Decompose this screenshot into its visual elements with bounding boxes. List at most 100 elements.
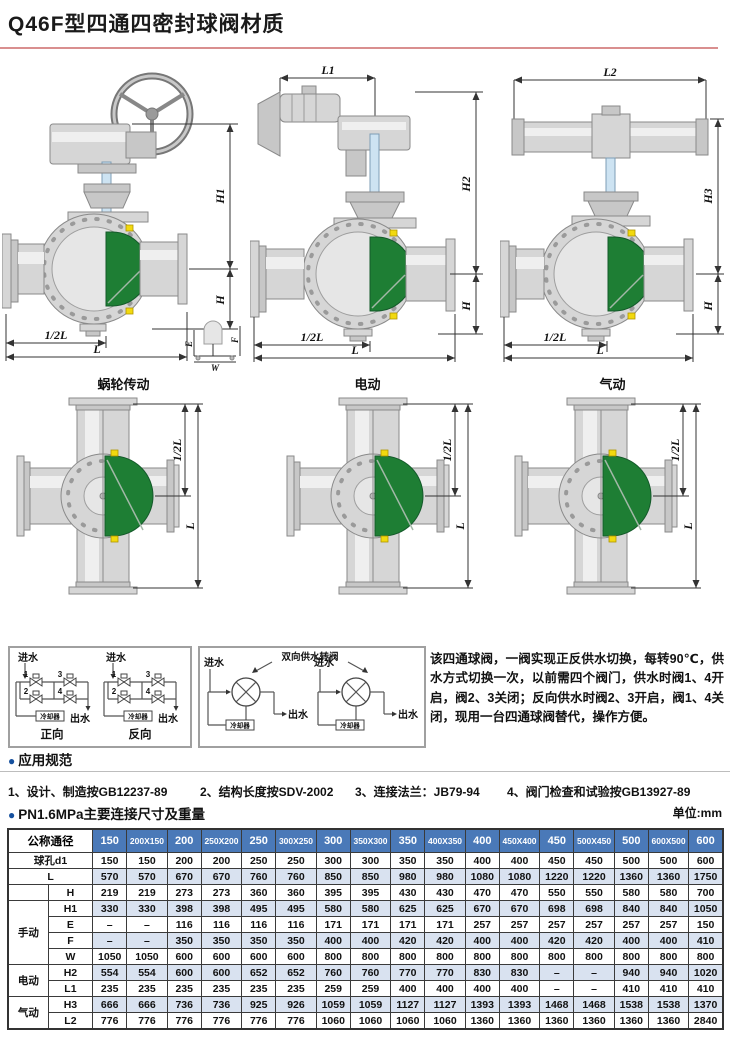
table-cell: 200 xyxy=(200,852,243,869)
dimension-half-l-l: 1/2L L xyxy=(631,403,701,589)
table-cell: 580 xyxy=(349,900,392,917)
seat-seal xyxy=(627,229,636,237)
left-flange-pipe xyxy=(250,240,305,318)
dimension-l: 1/2L L xyxy=(5,312,188,361)
table-cell: 760 xyxy=(315,964,351,981)
table-cell: 400 xyxy=(424,980,466,997)
table-cell: 600 xyxy=(688,852,724,869)
table-cell: 171 xyxy=(424,916,466,933)
table-cell: 150 xyxy=(92,852,128,869)
svg-text:H: H xyxy=(459,301,473,312)
svg-text:1: 1 xyxy=(112,670,117,679)
dimension-h3-h: H3 H xyxy=(676,118,724,335)
table-cell: 926 xyxy=(275,996,317,1013)
right-flange-pipe xyxy=(643,238,694,312)
table-cell: 625 xyxy=(390,900,426,917)
table-cell: 400 xyxy=(464,980,500,997)
svg-text:2: 2 xyxy=(24,687,29,696)
table-cell: 1538 xyxy=(613,996,649,1013)
table-cell: 670 xyxy=(498,900,541,917)
table-row-label: H2 xyxy=(47,964,94,981)
table-cell: 1360 xyxy=(498,1012,541,1030)
table-cell: 580 xyxy=(647,884,690,901)
dimensions-table-body: 球孔d1 150 150 200 200 250 250 300 300 350 350 400 400… xyxy=(7,852,724,1030)
table-cell: 570 xyxy=(126,868,168,885)
table-cell: 776 xyxy=(200,1012,243,1030)
table-cell: 666 xyxy=(92,996,128,1013)
table-cell: 235 xyxy=(275,980,317,997)
table-cell: 235 xyxy=(241,980,277,997)
table-cell: 400 xyxy=(498,852,541,869)
table-cell: 250 xyxy=(275,852,317,869)
table-cell: 410 xyxy=(647,980,690,997)
electric-actuator xyxy=(257,85,411,177)
svg-text:2: 2 xyxy=(112,687,117,696)
table-column-header: 350X300 xyxy=(349,828,392,853)
svg-text:L: L xyxy=(453,522,467,530)
flow-schematic-four-valve-box: 进水 1 3 2 4 冷却器 出水 正向 xyxy=(8,646,192,748)
table-row-label: L xyxy=(7,868,94,885)
table-cell: 580 xyxy=(315,900,351,917)
table-cell: – xyxy=(573,980,615,997)
table-cell: – xyxy=(539,964,575,981)
table-cell: 1360 xyxy=(464,1012,500,1030)
table-cell: 1059 xyxy=(315,996,351,1013)
table-cell: 495 xyxy=(275,900,317,917)
table-cell: 1360 xyxy=(539,1012,575,1030)
table-cell: 400 xyxy=(613,932,649,949)
table-cell: 776 xyxy=(275,1012,317,1030)
page-title: Q46F型四通四密封球阀材质 xyxy=(8,13,285,36)
svg-text:1/2L: 1/2L xyxy=(544,330,567,344)
svg-text:双向供水转阀: 双向供水转阀 xyxy=(280,651,338,663)
gearbox xyxy=(49,123,157,165)
svg-text:进水: 进水 xyxy=(204,656,225,669)
table-row: 手动 H1 330 330 398 398 495 495 580 580 625 625 670 670… xyxy=(7,900,724,965)
table-cell: 800 xyxy=(315,948,351,965)
table-cell: 410 xyxy=(688,932,724,949)
table-cell: 116 xyxy=(241,916,277,933)
table-cell: – xyxy=(573,964,615,981)
table-cell: 350 xyxy=(424,852,466,869)
table-cell: 257 xyxy=(647,916,690,933)
svg-text:1/2L: 1/2L xyxy=(668,439,682,462)
dimension-half-l-l: 1/2L L xyxy=(133,403,203,589)
table-cell: 550 xyxy=(573,884,615,901)
table-cell: 350 xyxy=(390,852,426,869)
ball-green xyxy=(374,455,424,537)
valve-description-text: 该四通球阀，一阀实现正反供水切换，每转90℃，供水方式切换一次，以前需四个阀门，… xyxy=(430,652,724,725)
table-cell: 171 xyxy=(349,916,392,933)
svg-text:正向: 正向 xyxy=(41,727,64,741)
dimensions-table: 公称通径 150 200X150 200 250X200 250 300X250 300 350… xyxy=(7,828,724,1030)
svg-text:出水: 出水 xyxy=(70,712,91,725)
table-row-label: W xyxy=(47,948,94,965)
table-cell: 760 xyxy=(241,868,277,885)
worm-gear-valve-diagram: H1 H 1/2L L E F W xyxy=(2,72,241,372)
table-cell: 554 xyxy=(92,964,128,981)
table-header-label: 公称通径 xyxy=(7,828,94,853)
table-cell: 300 xyxy=(315,852,351,869)
ball-green xyxy=(104,455,154,537)
valve-caption-worm: 蜗轮传动 xyxy=(97,377,150,392)
dimension-l: 1/2L L xyxy=(503,314,694,362)
table-cell: 600 xyxy=(275,948,317,965)
table-cell: 830 xyxy=(464,964,500,981)
dimension-h1-h: H1 H xyxy=(132,123,238,330)
table-row-label: L1 xyxy=(47,980,94,997)
table-cell: 400 xyxy=(315,932,351,949)
table-column-header: 400X350 xyxy=(424,828,466,853)
four-way-cross-section-diagram: 1/2L L xyxy=(286,397,473,595)
svg-text:H2: H2 xyxy=(459,176,473,192)
application-heading: ● 应用规范 xyxy=(8,753,73,768)
svg-text:反向: 反向 xyxy=(129,727,152,741)
svg-text:L: L xyxy=(183,522,197,530)
table-cell: 450 xyxy=(573,852,615,869)
table-column-header: 300 xyxy=(315,828,351,853)
table-cell: 430 xyxy=(390,884,426,901)
svg-text:L: L xyxy=(595,343,603,357)
table-cell: 116 xyxy=(166,916,202,933)
svg-text:H1: H1 xyxy=(213,188,227,204)
svg-text:F: F xyxy=(230,337,240,344)
table-cell: 980 xyxy=(424,868,466,885)
table-cell: 800 xyxy=(688,948,724,965)
table-cell: 666 xyxy=(126,996,168,1013)
